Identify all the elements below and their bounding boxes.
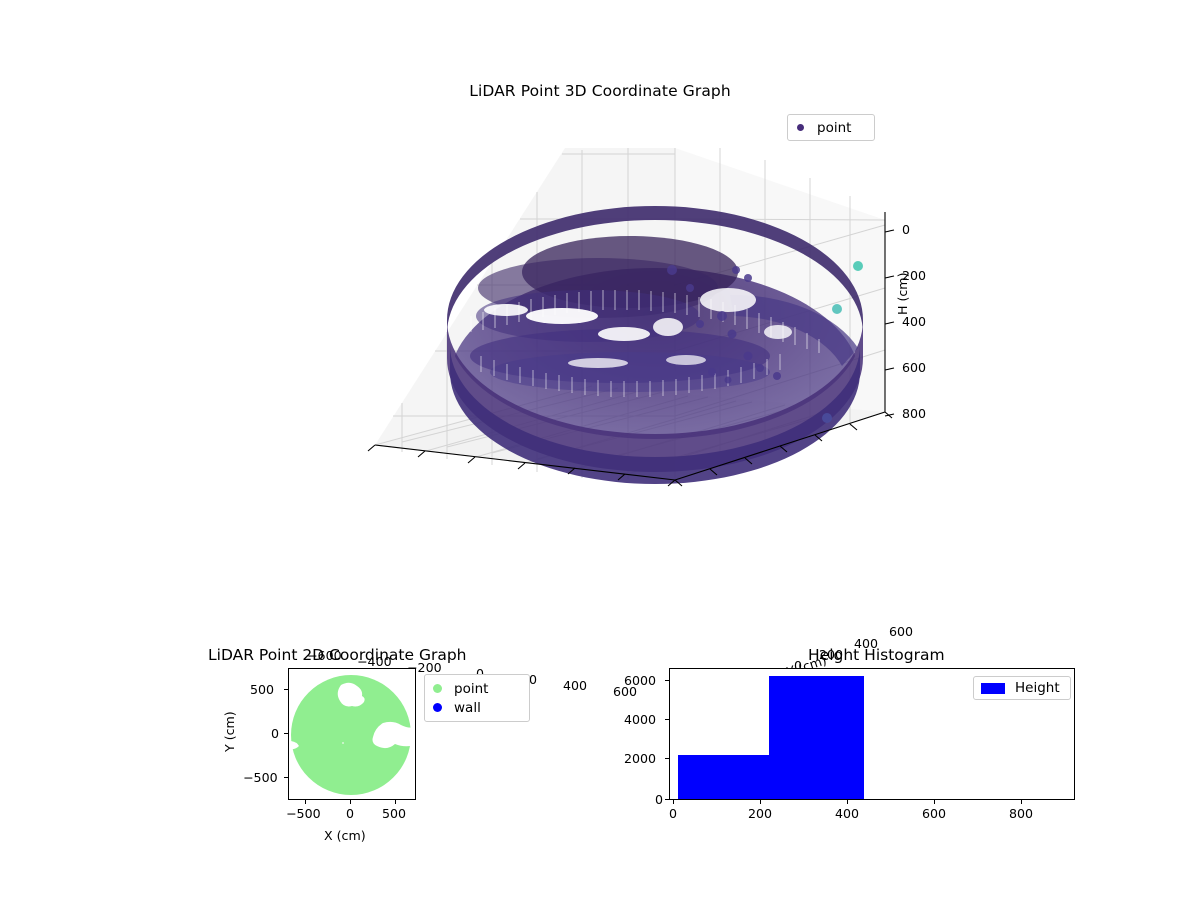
legend-entry-wall[interactable]: wall <box>433 700 481 716</box>
legend-entry-point[interactable]: point <box>433 681 488 697</box>
ytick-mark-hist <box>665 799 669 801</box>
xtick-marks-3d <box>367 444 676 487</box>
histogram-bar <box>769 675 864 799</box>
ytick-label-2d: −500 <box>243 770 278 785</box>
gap-region-right <box>372 721 415 749</box>
histogram-bar <box>678 754 770 799</box>
xtick-label-2d: 0 <box>346 806 355 821</box>
legend-label-point: point <box>817 119 852 136</box>
plot3d-zlabel: H (cm) <box>895 272 910 316</box>
xtick-label-3d: −600 <box>307 648 342 663</box>
xtick-label-hist: 200 <box>748 806 773 821</box>
xtick-mark-hist <box>934 800 936 804</box>
ytick-label-hist: 4000 <box>624 712 657 727</box>
ytick-mark-2d <box>284 733 288 735</box>
xtick-mark-2d <box>395 800 397 804</box>
xtick-mark-2d <box>305 800 307 804</box>
histogram-legend[interactable]: Height <box>973 676 1071 700</box>
xtick-mark-hist <box>847 800 849 804</box>
xtick-label-hist: 0 <box>669 806 678 821</box>
ztick-label-3d: 800 <box>902 406 927 421</box>
xtick-label-3d: 400 <box>563 678 588 693</box>
ytick-mark-2d <box>284 689 288 691</box>
ytick-label-3d: 200 <box>819 647 844 662</box>
gap-speck <box>342 742 344 744</box>
outlier-point-3 <box>822 413 832 423</box>
outlier-point-2 <box>832 304 842 314</box>
legend-label-point: point <box>454 680 489 697</box>
plot2d-legend[interactable]: point wall <box>424 674 530 722</box>
ytick-mark-hist <box>665 680 669 682</box>
outlier-points-3d <box>822 261 863 423</box>
gap-region-top <box>337 682 365 707</box>
ytick-label-3d: 400 <box>854 636 879 651</box>
xtick-mark-2d <box>350 800 352 804</box>
xtick-label-hist: 800 <box>1009 806 1034 821</box>
xtick-mark-hist <box>673 800 675 804</box>
xtick-mark-hist <box>760 800 762 804</box>
xtick-mark-hist <box>1021 800 1023 804</box>
gap-region-left <box>290 741 299 750</box>
xtick-label-hist: 400 <box>835 806 860 821</box>
ztick-marks-3d <box>884 229 895 417</box>
histogram-title: Height Histogram <box>808 646 945 664</box>
ytick-mark-hist <box>665 719 669 721</box>
xtick-label-hist: 600 <box>922 806 947 821</box>
ytick-label-2d: 500 <box>250 682 275 697</box>
ytick-label-2d: 0 <box>271 726 280 741</box>
legend-marker-point-icon <box>797 124 804 131</box>
lidar-3d-axes[interactable]: −600 −400 −200 0 200 400 600 −600 −400 −… <box>307 120 950 713</box>
ztick-label-3d: 600 <box>902 360 927 375</box>
plot2d-ylabel: Y (cm) <box>222 711 237 752</box>
xtick-label-3d: 600 <box>613 684 638 699</box>
ytick-mark-hist <box>665 758 669 760</box>
outlier-point-1 <box>853 261 863 271</box>
legend-marker-point-icon <box>433 684 442 693</box>
plot2d-title: LiDAR Point 2D Coordinate Graph <box>208 646 467 664</box>
plot2d-xlabel: X (cm) <box>324 828 366 843</box>
xtick-label-2d: −500 <box>286 806 321 821</box>
xtick-label-3d: −400 <box>357 654 392 669</box>
ztick-label-3d: 400 <box>902 314 927 329</box>
plot3d-title: LiDAR Point 3D Coordinate Graph <box>469 82 731 100</box>
plot3d-canvas <box>367 148 895 487</box>
ytick-label-3d: 0 <box>794 658 803 673</box>
ytick-mark-2d <box>284 777 288 779</box>
legend-marker-wall-icon <box>433 703 442 712</box>
lidar-2d-axes[interactable] <box>288 668 416 800</box>
ytick-label-3d: 600 <box>889 624 914 639</box>
legend-label-height: Height <box>1015 680 1060 696</box>
xtick-label-2d: 500 <box>382 806 407 821</box>
legend-marker-height-icon <box>981 682 1005 694</box>
point-cloud-3d <box>447 206 863 484</box>
ytick-label-hist: 0 <box>655 792 664 807</box>
plot3d-legend[interactable]: point <box>787 114 875 141</box>
point-disc <box>291 675 411 795</box>
plot2d-canvas <box>290 675 415 795</box>
xtick-label-3d: 0 <box>476 666 484 681</box>
ztick-label-3d: 0 <box>902 222 911 237</box>
ztick-label-3d: 200 <box>902 268 927 283</box>
legend-label-wall: wall <box>454 699 481 716</box>
ytick-label-hist: 6000 <box>624 673 657 688</box>
ytick-label-hist: 2000 <box>624 751 657 766</box>
